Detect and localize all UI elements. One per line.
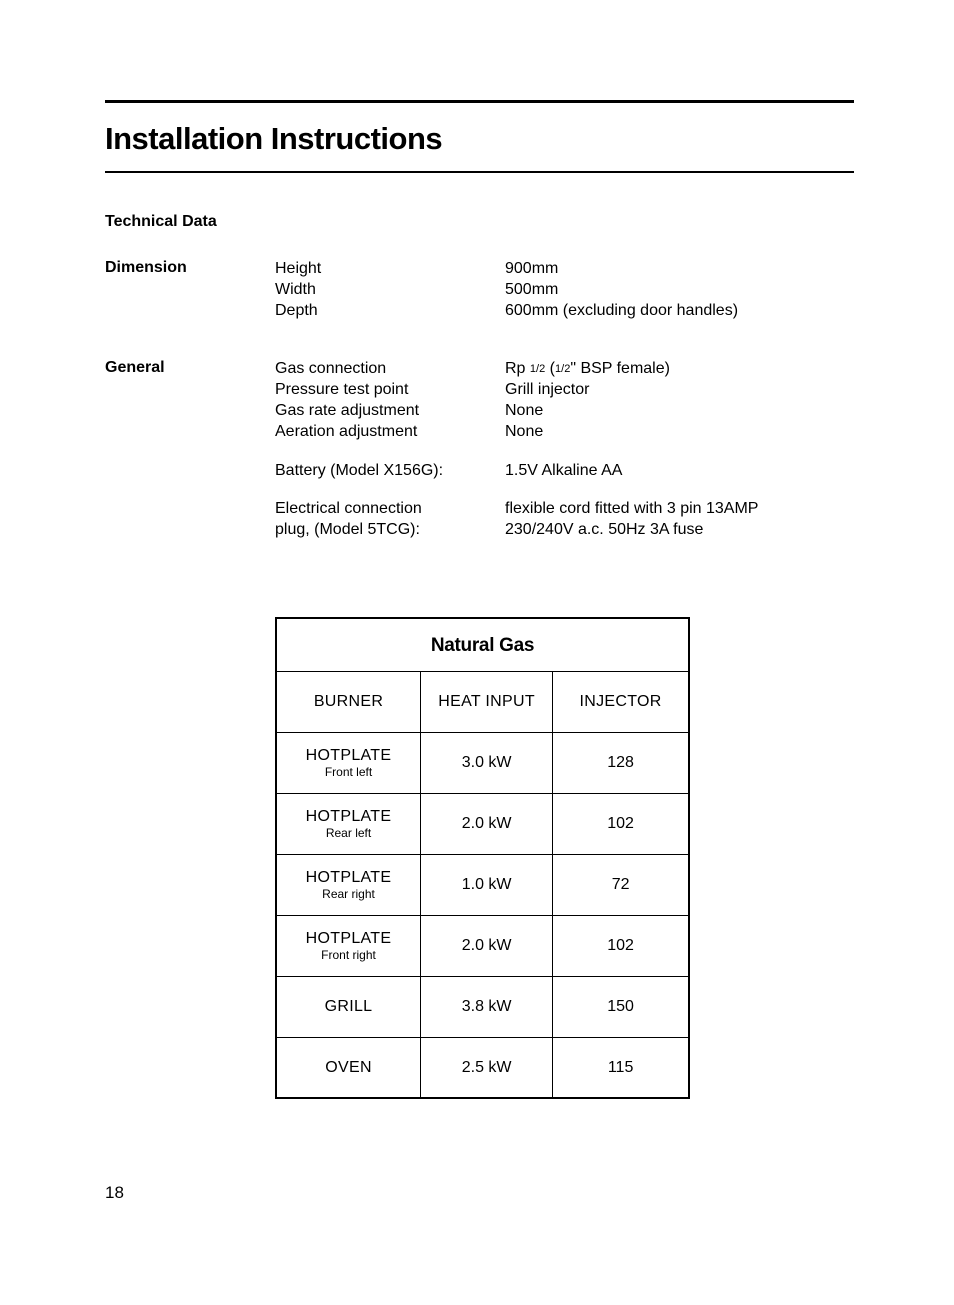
burner-main: HOTPLATE — [277, 748, 420, 764]
burner-cell: HOTPLATE Rear left — [276, 793, 421, 854]
burner-cell: HOTPLATE Rear right — [276, 854, 421, 915]
dimension-block: Dimension Height Width Depth 900mm 500mm… — [105, 259, 854, 321]
general-block-3: Electrical connection plug, (Model 5TCG)… — [105, 499, 854, 541]
general-block-1: General Gas connection Pressure test poi… — [105, 359, 854, 442]
battery-key: Battery (Model X156G): — [275, 461, 505, 482]
injector-cell: 102 — [553, 915, 689, 976]
col-header-burner: BURNER — [276, 671, 421, 732]
section-heading-technical-data: Technical Data — [105, 213, 854, 231]
pressure-test-val: Grill injector — [505, 380, 670, 401]
pressure-test-key: Pressure test point — [275, 380, 505, 401]
burner-cell: OVEN — [276, 1037, 421, 1098]
dimension-width-key: Width — [275, 280, 505, 301]
aeration-key: Aeration adjustment — [275, 422, 505, 443]
elec-val-line2: 230/240V a.c. 50Hz 3A fuse — [505, 520, 758, 541]
heat-cell: 2.5 kW — [421, 1037, 553, 1098]
elec-key-line2: plug, (Model 5TCG): — [275, 520, 505, 541]
elec-key-line1: Electrical connection — [275, 499, 505, 520]
burner-cell: HOTPLATE Front right — [276, 915, 421, 976]
table-row: GRILL 3.8 kW 150 — [276, 976, 689, 1037]
table-row: OVEN 2.5 kW 115 — [276, 1037, 689, 1098]
general-keys-1: Gas connection Pressure test point Gas r… — [275, 359, 505, 442]
burner-sub: Front right — [277, 949, 420, 961]
general-block-2: Battery (Model X156G): 1.5V Alkaline AA — [105, 461, 854, 482]
gas-rate-val: None — [505, 401, 670, 422]
dimension-width-val: 500mm — [505, 280, 738, 301]
injector-cell: 102 — [553, 793, 689, 854]
burner-main: HOTPLATE — [277, 809, 420, 825]
gas-connection-key: Gas connection — [275, 359, 505, 380]
burner-cell: GRILL — [276, 976, 421, 1037]
burner-main: OVEN — [277, 1060, 420, 1076]
heat-cell: 3.8 kW — [421, 976, 553, 1037]
burner-sub: Front left — [277, 766, 420, 778]
burner-cell: HOTPLATE Front left — [276, 732, 421, 793]
table-row: HOTPLATE Rear left 2.0 kW 102 — [276, 793, 689, 854]
title-divider-bottom — [105, 171, 854, 173]
heat-cell: 1.0 kW — [421, 854, 553, 915]
burner-main: HOTPLATE — [277, 870, 420, 886]
heat-cell: 2.0 kW — [421, 915, 553, 976]
injector-cell: 115 — [553, 1037, 689, 1098]
burner-main: HOTPLATE — [277, 931, 420, 947]
table-row: HOTPLATE Front left 3.0 kW 128 — [276, 732, 689, 793]
dimension-label: Dimension — [105, 259, 275, 321]
dimension-height-key: Height — [275, 259, 505, 280]
gas-rate-key: Gas rate adjustment — [275, 401, 505, 422]
col-header-heat: HEAT INPUT — [421, 671, 553, 732]
dimension-depth-key: Depth — [275, 301, 505, 322]
gas-connection-val: Rp 1/2 (1/2" BSP female) — [505, 359, 670, 380]
heat-cell: 3.0 kW — [421, 732, 553, 793]
burner-sub: Rear left — [277, 827, 420, 839]
elec-val-line1: flexible cord fitted with 3 pin 13AMP — [505, 499, 758, 520]
page-container: Installation Instructions Technical Data… — [0, 0, 954, 1099]
injector-cell: 128 — [553, 732, 689, 793]
dimension-height-val: 900mm — [505, 259, 738, 280]
title-divider-top — [105, 100, 854, 103]
col-header-injector: INJECTOR — [553, 671, 689, 732]
general-label: General — [105, 359, 275, 442]
elec-keys: Electrical connection plug, (Model 5TCG)… — [275, 499, 505, 541]
aeration-val: None — [505, 422, 670, 443]
elec-values: flexible cord fitted with 3 pin 13AMP 23… — [505, 499, 758, 541]
burner-main: GRILL — [277, 999, 420, 1015]
heat-cell: 2.0 kW — [421, 793, 553, 854]
table-title-row: Natural Gas — [276, 618, 689, 672]
dimension-depth-val: 600mm (excluding door handles) — [505, 301, 738, 322]
injector-cell: 72 — [553, 854, 689, 915]
gas-table-wrapper: Natural Gas BURNER HEAT INPUT INJECTOR H… — [275, 617, 690, 1100]
table-row: HOTPLATE Front right 2.0 kW 102 — [276, 915, 689, 976]
dimension-values: 900mm 500mm 600mm (excluding door handle… — [505, 259, 738, 321]
dimension-keys: Height Width Depth — [275, 259, 505, 321]
page-title: Installation Instructions — [105, 121, 854, 157]
natural-gas-table: Natural Gas BURNER HEAT INPUT INJECTOR H… — [275, 617, 690, 1100]
table-row: HOTPLATE Rear right 1.0 kW 72 — [276, 854, 689, 915]
page-number: 18 — [105, 1183, 124, 1203]
burner-sub: Rear right — [277, 888, 420, 900]
table-header-row: BURNER HEAT INPUT INJECTOR — [276, 671, 689, 732]
general-values-1: Rp 1/2 (1/2" BSP female) Grill injector … — [505, 359, 670, 442]
battery-val: 1.5V Alkaline AA — [505, 461, 622, 482]
general-label-empty2 — [105, 499, 275, 541]
injector-cell: 150 — [553, 976, 689, 1037]
general-label-empty — [105, 461, 275, 482]
table-title: Natural Gas — [276, 618, 689, 672]
